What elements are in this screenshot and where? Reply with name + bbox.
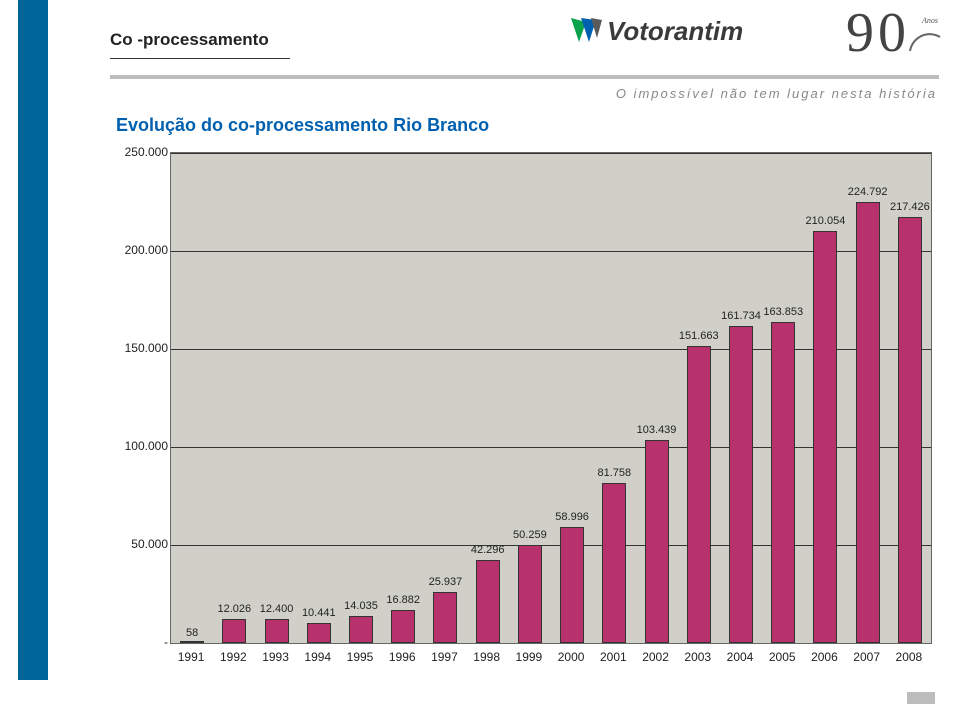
x-axis-tick-label: 1994 (297, 650, 339, 664)
chart-container: 5812.02612.40010.44114.03516.88225.93742… (120, 142, 936, 680)
page-title-underline (110, 58, 290, 59)
x-axis-tick-label: 2001 (592, 650, 634, 664)
chart-bar (518, 545, 542, 644)
left-accent-stripe (18, 0, 48, 680)
brand-tagline: O impossível não tem lugar nesta históri… (616, 86, 937, 101)
chart-bar (307, 623, 331, 643)
brand-name: Votorantim (607, 16, 743, 47)
header-divider (110, 75, 939, 79)
anniv-digit-9: 9 (846, 5, 874, 61)
anniv-anos-label: Anos (921, 16, 938, 25)
chart-bar (265, 619, 289, 643)
x-axis-tick-label: 1999 (508, 650, 550, 664)
chart-bar-value-label: 163.853 (753, 306, 813, 318)
chart-bar-value-label: 58.996 (542, 511, 602, 523)
anniversary-90-mark: 9 0 Anos (846, 5, 941, 65)
x-axis-tick-label: 2003 (677, 650, 719, 664)
chart-bar (476, 560, 500, 643)
x-axis-tick-label: 1998 (466, 650, 508, 664)
chart-gridline (171, 153, 931, 154)
chart-plot-area: 5812.02612.40010.44114.03516.88225.93742… (170, 152, 932, 644)
footer-grey-block (907, 692, 935, 704)
chart-bar (645, 440, 669, 643)
chart-bar (898, 217, 922, 643)
chart-bar-value-label: 58 (162, 627, 222, 639)
chart-bar (813, 231, 837, 643)
chart-title: Evolução do co-processamento Rio Branco (116, 115, 489, 136)
chart-bar (222, 619, 246, 643)
x-axis-tick-label: 1995 (339, 650, 381, 664)
x-axis-tick-label: 1993 (255, 650, 297, 664)
chart-bar-value-label: 81.758 (584, 467, 644, 479)
x-axis-tick-label: 2007 (846, 650, 888, 664)
x-axis-tick-label: 1991 (170, 650, 212, 664)
brand-logo: Votorantim (569, 10, 839, 65)
chart-bar (729, 326, 753, 643)
x-axis-tick-label: 1996 (381, 650, 423, 664)
chart-bar-value-label: 103.439 (627, 424, 687, 436)
chart-bar-value-label: 25.937 (415, 576, 475, 588)
anniv-digit-0: 0 (878, 5, 906, 61)
chart-bar-value-label: 42.296 (458, 544, 518, 556)
y-axis-tick-label: - (120, 635, 168, 649)
x-axis-tick-label: 2002 (635, 650, 677, 664)
y-axis-tick-label: 150.000 (120, 341, 168, 355)
page-title: Co -processamento (110, 30, 269, 50)
y-axis-tick-label: 100.000 (120, 439, 168, 453)
chart-bar (391, 610, 415, 643)
chart-bar-value-label: 50.259 (500, 529, 560, 541)
y-axis-tick-label: 250.000 (120, 145, 168, 159)
chart-bar-value-label: 217.426 (880, 201, 940, 213)
x-axis-tick-label: 1992 (212, 650, 254, 664)
chart-bar (433, 592, 457, 643)
x-axis-tick-label: 1997 (423, 650, 465, 664)
chart-bar (560, 527, 584, 643)
anniv-arc-icon: Anos (906, 11, 944, 57)
y-axis-tick-label: 200.000 (120, 243, 168, 257)
chart-bar (180, 641, 204, 643)
chart-bar-value-label: 16.882 (373, 594, 433, 606)
x-axis-tick-label: 2004 (719, 650, 761, 664)
x-axis-tick-label: 2000 (550, 650, 592, 664)
x-axis-tick-label: 2008 (888, 650, 930, 664)
chart-bar (349, 616, 373, 644)
chart-bar (687, 346, 711, 643)
chart-bar-value-label: 210.054 (795, 215, 855, 227)
chart-bar (602, 483, 626, 643)
votorantim-mark-icon (569, 16, 603, 46)
x-axis-tick-label: 2006 (803, 650, 845, 664)
chart-bar (856, 202, 880, 643)
x-axis-tick-label: 2005 (761, 650, 803, 664)
chart-bar-value-label: 224.792 (838, 186, 898, 198)
chart-bar-value-label: 151.663 (669, 330, 729, 342)
y-axis-tick-label: 50.000 (120, 537, 168, 551)
chart-bar (771, 322, 795, 643)
